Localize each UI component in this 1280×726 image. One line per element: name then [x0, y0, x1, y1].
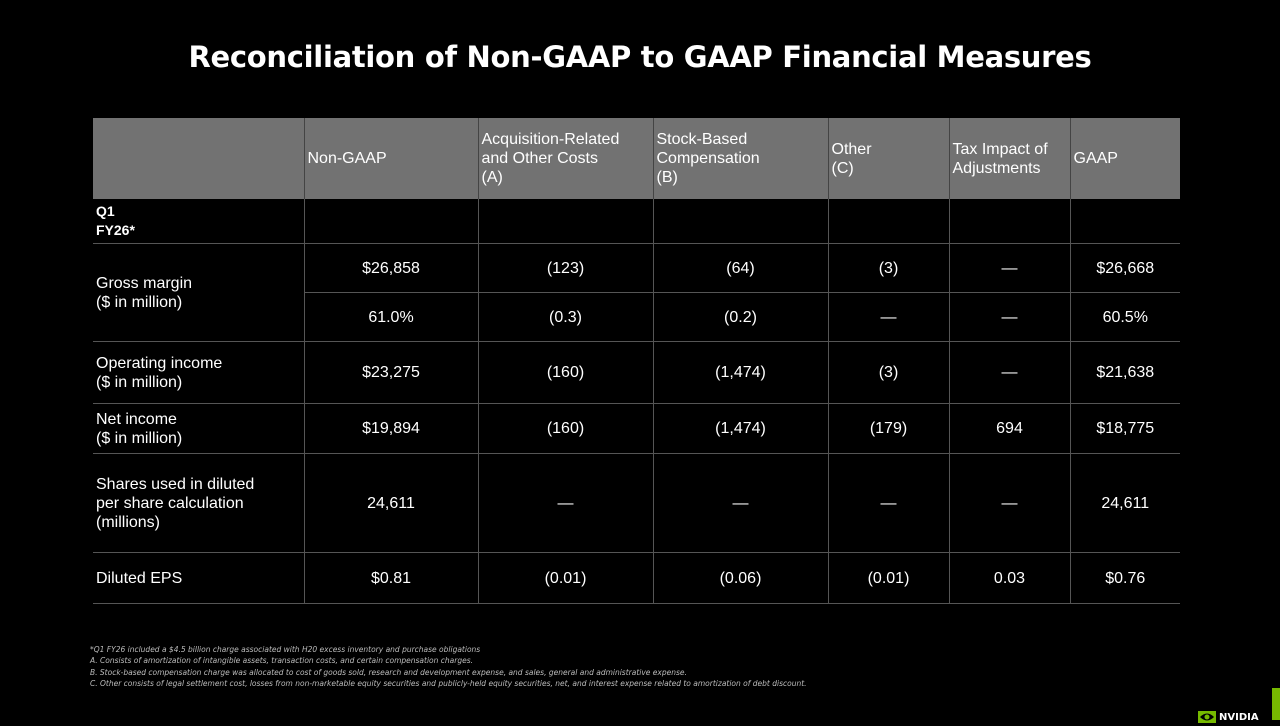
- table-cell: $23,275: [303, 341, 478, 404]
- row-label-operating-income: Operating income ($ in million): [93, 341, 304, 404]
- table-cell: [948, 199, 1070, 244]
- brand-name: NVIDIA: [1219, 711, 1259, 723]
- table-cell: —: [948, 453, 1070, 553]
- table-cell: [303, 199, 478, 244]
- table-cell: $18,775: [1069, 403, 1180, 454]
- footnotes: *Q1 FY26 included a $4.5 billion charge …: [90, 644, 1090, 689]
- table-cell: (0.2): [652, 292, 828, 342]
- table-cell: [827, 199, 949, 244]
- row-label-diluted-eps: Diluted EPS: [93, 552, 304, 604]
- table-cell: (3): [827, 341, 949, 404]
- header-blank: [93, 118, 304, 199]
- table-cell: (179): [827, 403, 949, 454]
- table-cell: $26,858: [303, 243, 478, 293]
- nvidia-logo: NVIDIA: [1198, 711, 1259, 726]
- slide-title: Reconciliation of Non-GAAP to GAAP Finan…: [188, 40, 1092, 74]
- row-label-net-income: Net income ($ in million): [93, 403, 304, 454]
- nvidia-eye-icon: [1198, 711, 1216, 723]
- footnote-a: A. Consists of amortization of intangibl…: [90, 656, 473, 666]
- table-cell: [652, 199, 828, 244]
- table-cell: (0.3): [477, 292, 653, 342]
- table-cell: (64): [652, 243, 828, 293]
- table-cell: (0.01): [477, 552, 653, 604]
- table-cell: (1,474): [652, 403, 828, 454]
- table-cell: 61.0%: [303, 292, 478, 342]
- table-cell: 24,611: [303, 453, 478, 553]
- table-row-gross-margin-dollars: Gross margin ($ in million) $26,858 (123…: [93, 243, 1180, 342]
- table-row-net-income: Net income ($ in million) $19,894 (160) …: [93, 403, 1180, 454]
- table-cell: 60.5%: [1069, 292, 1180, 342]
- footnote-c: C. Other consists of legal settlement co…: [90, 678, 807, 688]
- table-cell: (123): [477, 243, 653, 293]
- table-cell: —: [827, 453, 949, 553]
- footnote-period: *Q1 FY26 included a $4.5 billion charge …: [90, 645, 481, 654]
- table-cell: (3): [827, 243, 949, 293]
- table-cell: (160): [477, 341, 653, 404]
- period-label: Q1 FY26*: [96, 203, 135, 238]
- table-cell: $21,638: [1069, 341, 1180, 404]
- period-row: Q1 FY26*: [93, 199, 1180, 244]
- table-cell: 0.03: [948, 552, 1070, 604]
- footnote-b: B. Stock-based compensation charge was a…: [90, 667, 687, 677]
- table-cell: [1069, 199, 1180, 244]
- table-cell: $26,668: [1069, 243, 1180, 293]
- table-cell: $19,894: [303, 403, 478, 454]
- table-cell: —: [948, 341, 1070, 404]
- table-cell: —: [827, 292, 949, 342]
- header-gaap: GAAP: [1069, 118, 1180, 199]
- accent-bar: [1272, 688, 1280, 720]
- header-tax-impact: Tax Impact of Adjustments: [948, 118, 1070, 199]
- header-other: Other (C): [827, 118, 949, 199]
- table-row-operating-income: Operating income ($ in million) $23,275 …: [93, 341, 1180, 404]
- table-cell: (1,474): [652, 341, 828, 404]
- table-cell: $0.76: [1069, 552, 1180, 604]
- header-acquisition-costs: Acquisition-Related and Other Costs (A): [477, 118, 653, 199]
- table-cell: —: [652, 453, 828, 553]
- row-label-gross-margin: Gross margin ($ in million): [93, 243, 304, 342]
- table-header-row: Non-GAAP Acquisition-Related and Other C…: [93, 118, 1180, 199]
- table-cell: (160): [477, 403, 653, 454]
- table-cell: (0.01): [827, 552, 949, 604]
- header-non-gaap: Non-GAAP: [303, 118, 478, 199]
- table-row-diluted-eps: Diluted EPS $0.81 (0.01) (0.06) (0.01) 0…: [93, 552, 1180, 604]
- table-cell: (0.06): [652, 552, 828, 604]
- table-row-shares: Shares used in diluted per share calcula…: [93, 453, 1180, 553]
- row-label-shares: Shares used in diluted per share calcula…: [93, 453, 304, 553]
- reconciliation-table: Non-GAAP Acquisition-Related and Other C…: [93, 118, 1180, 604]
- table-cell: —: [948, 243, 1070, 293]
- table-row-gross-margin-percent: 61.0% (0.3) (0.2) — — 60.5%: [93, 292, 1180, 342]
- table-cell: —: [948, 292, 1070, 342]
- header-stock-compensation: Stock-Based Compensation (B): [652, 118, 828, 199]
- table-cell: [477, 199, 653, 244]
- table-cell: —: [477, 453, 653, 553]
- table-cell: 694: [948, 403, 1070, 454]
- table-cell: $0.81: [303, 552, 478, 604]
- table-cell: 24,611: [1069, 453, 1180, 553]
